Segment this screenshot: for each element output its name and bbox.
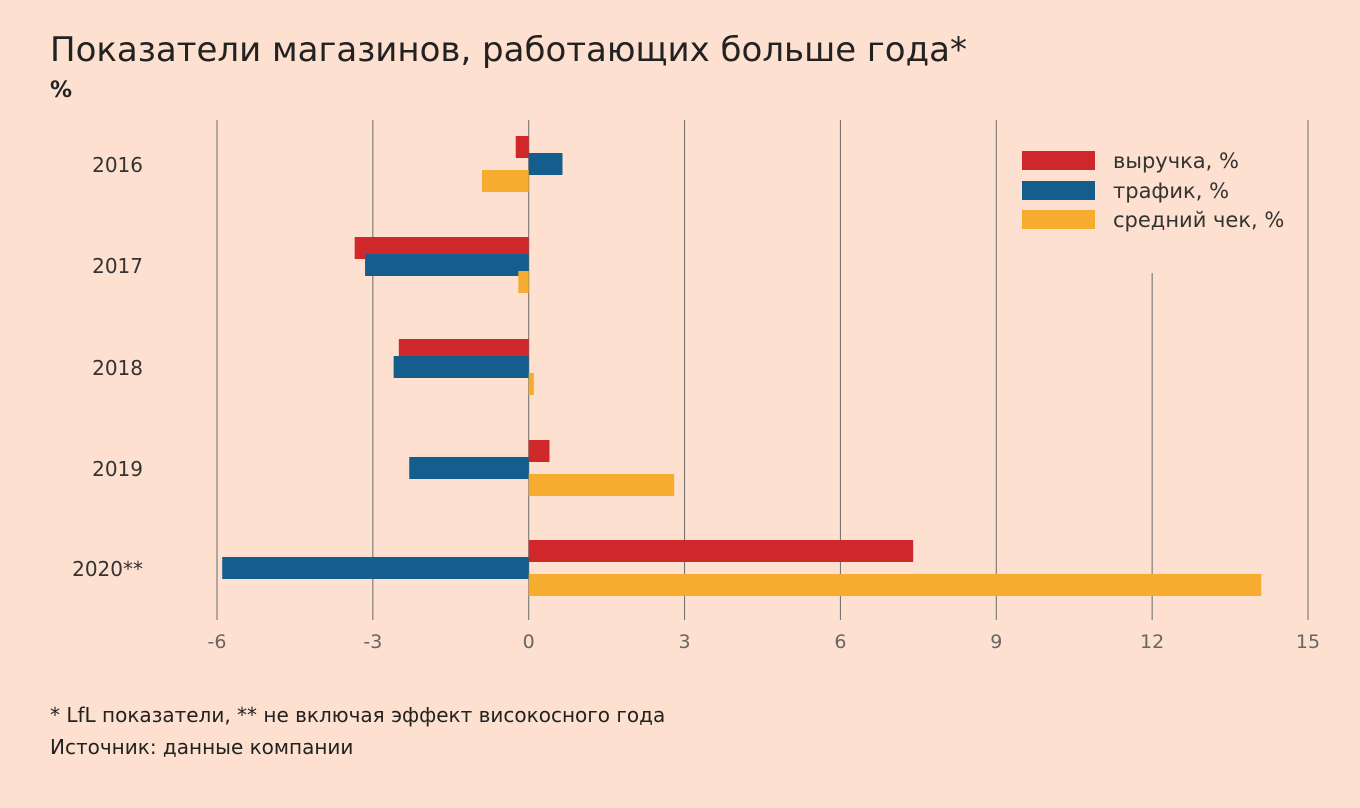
category-label: 2019	[92, 457, 143, 481]
x-tick-label: 15	[1296, 631, 1320, 653]
bar-revenue	[354, 237, 529, 259]
bar-traffic	[393, 356, 529, 378]
bar-avg-check	[518, 271, 529, 293]
footnote: * LfL показатели, ** не включая эффект в…	[50, 703, 666, 727]
bar-revenue	[515, 136, 529, 158]
x-tick-label: 12	[1140, 631, 1164, 653]
legend-label: средний чек, %	[1113, 208, 1284, 232]
bar-revenue	[528, 440, 550, 462]
category-label: 2016	[92, 153, 143, 177]
chart-title: Показатели магазинов, работающих больше …	[50, 30, 967, 70]
bar-avg-check	[481, 170, 529, 192]
bar-avg-check	[528, 474, 675, 496]
bar-revenue	[398, 339, 529, 361]
bar-revenue	[528, 540, 914, 562]
category-label: 2020**	[72, 557, 143, 581]
category-label: 2017	[92, 254, 143, 278]
x-tick-label: 0	[523, 631, 535, 653]
legend-swatch	[1022, 210, 1095, 229]
legend-label: выручка, %	[1113, 149, 1239, 173]
legend-label: трафик, %	[1113, 179, 1229, 203]
source-note: Источник: данные компании	[50, 735, 354, 759]
x-tick-label: -3	[363, 631, 382, 653]
category-label: 2018	[92, 356, 143, 380]
bar-avg-check	[528, 373, 534, 395]
x-tick-label: 3	[679, 631, 691, 653]
x-tick-label: 9	[990, 631, 1002, 653]
bar-traffic	[222, 557, 529, 579]
bar-traffic	[409, 457, 529, 479]
chart-subtitle: %	[50, 78, 73, 103]
legend-swatch	[1022, 181, 1095, 200]
bar-traffic	[365, 254, 529, 276]
x-tick-label: -6	[208, 631, 227, 653]
legend-swatch	[1022, 151, 1095, 170]
x-tick-label: 6	[834, 631, 846, 653]
bar-avg-check	[528, 574, 1262, 596]
bar-traffic	[528, 153, 563, 175]
